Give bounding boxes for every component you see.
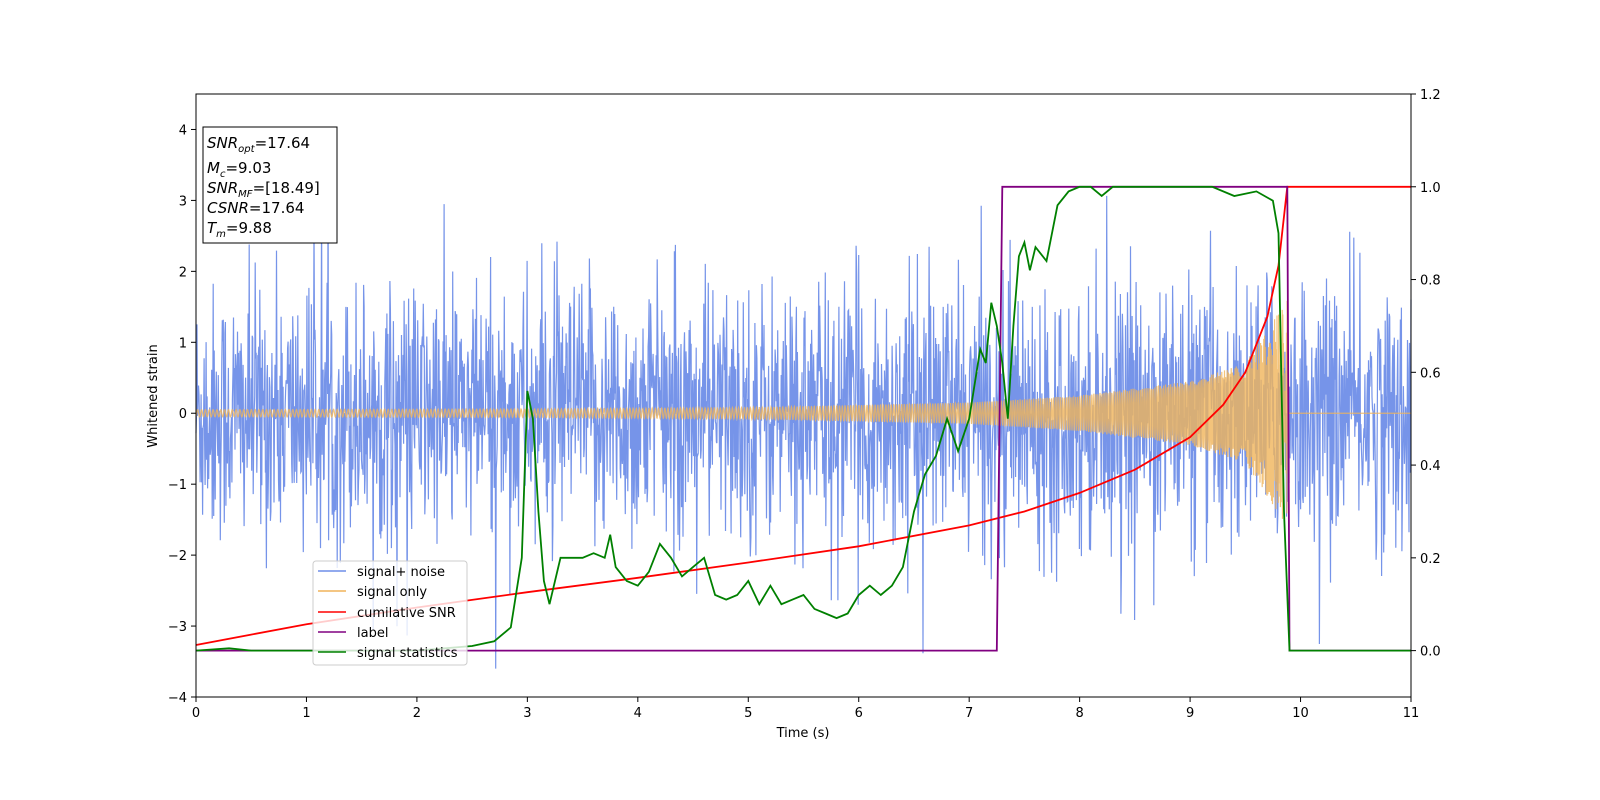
y-tick-label: 1 bbox=[179, 336, 187, 351]
y-tick-label: 4 bbox=[179, 123, 187, 138]
legend-label-cumulative-snr: cumilative SNR bbox=[357, 606, 456, 621]
y2-tick-label: 1.0 bbox=[1420, 181, 1441, 196]
x-tick-label: 3 bbox=[523, 706, 531, 721]
y-tick-label: −3 bbox=[168, 620, 187, 635]
y-tick-label: 3 bbox=[179, 194, 187, 209]
info-box: SNRopt=17.64 Mc=9.03 SNRMF=[18.49] CSNR=… bbox=[202, 126, 338, 244]
x-tick-label: 11 bbox=[1403, 706, 1420, 721]
y2-tick-label: 0.4 bbox=[1420, 459, 1441, 474]
x-tick-label: 4 bbox=[634, 706, 642, 721]
y2-tick-label: 1.2 bbox=[1420, 88, 1441, 103]
info-snr-mf: SNRMF=[18.49] bbox=[207, 179, 320, 200]
x-tick-label: 5 bbox=[744, 706, 752, 721]
x-tick-label: 1 bbox=[302, 706, 310, 721]
y-tick-label: −1 bbox=[168, 478, 187, 493]
info-tm: Tm=9.88 bbox=[207, 219, 272, 240]
line-series-layer bbox=[195, 185, 1411, 652]
y-tick-label: 2 bbox=[179, 265, 187, 280]
x-tick-label: 9 bbox=[1186, 706, 1194, 721]
legend-label-signal-noise: signal+ noise bbox=[357, 565, 445, 580]
y2-tick-label: 0.6 bbox=[1420, 366, 1441, 381]
y-tick-label: 0 bbox=[179, 407, 187, 422]
y2-axis-ticks: 0.0 0.2 0.4 0.6 0.8 1.0 1.2 bbox=[1411, 88, 1441, 660]
x-tick-label: 2 bbox=[413, 706, 421, 721]
info-mc: Mc=9.03 bbox=[207, 159, 271, 180]
signal-statistics-line bbox=[195, 185, 1411, 652]
x-tick-label: 7 bbox=[965, 706, 973, 721]
info-csnr: CSNR=17.64 bbox=[207, 199, 304, 217]
info-snr-opt: SNRopt=17.64 bbox=[207, 134, 310, 155]
y-axis-label: Whitened strain bbox=[146, 344, 161, 447]
y-tick-label: −4 bbox=[168, 691, 187, 706]
x-tick-label: 6 bbox=[855, 706, 863, 721]
x-axis-ticks: 0 1 2 3 4 5 6 7 8 9 10 11 bbox=[192, 697, 1419, 721]
y2-tick-label: 0.2 bbox=[1420, 552, 1441, 567]
x-axis-label: Time (s) bbox=[776, 726, 830, 741]
legend-label-signal-statistics: signal statistics bbox=[357, 646, 458, 661]
y2-tick-label: 0.0 bbox=[1420, 645, 1441, 660]
legend-label-label: label bbox=[357, 626, 388, 641]
x-tick-label: 0 bbox=[192, 706, 200, 721]
x-tick-label: 10 bbox=[1292, 706, 1309, 721]
y-axis-ticks: −4 −3 −2 −1 0 1 2 3 4 bbox=[168, 123, 196, 706]
y2-tick-label: 0.8 bbox=[1420, 274, 1441, 289]
x-tick-label: 8 bbox=[1075, 706, 1083, 721]
y-tick-label: −2 bbox=[168, 549, 187, 564]
signal-only-series bbox=[195, 300, 1411, 519]
signal-only-line bbox=[195, 300, 1411, 519]
legend: signal+ noise signal only cumilative SNR… bbox=[312, 560, 468, 666]
plot-frame bbox=[195, 93, 1412, 698]
legend-label-signal-only: signal only bbox=[357, 585, 427, 600]
